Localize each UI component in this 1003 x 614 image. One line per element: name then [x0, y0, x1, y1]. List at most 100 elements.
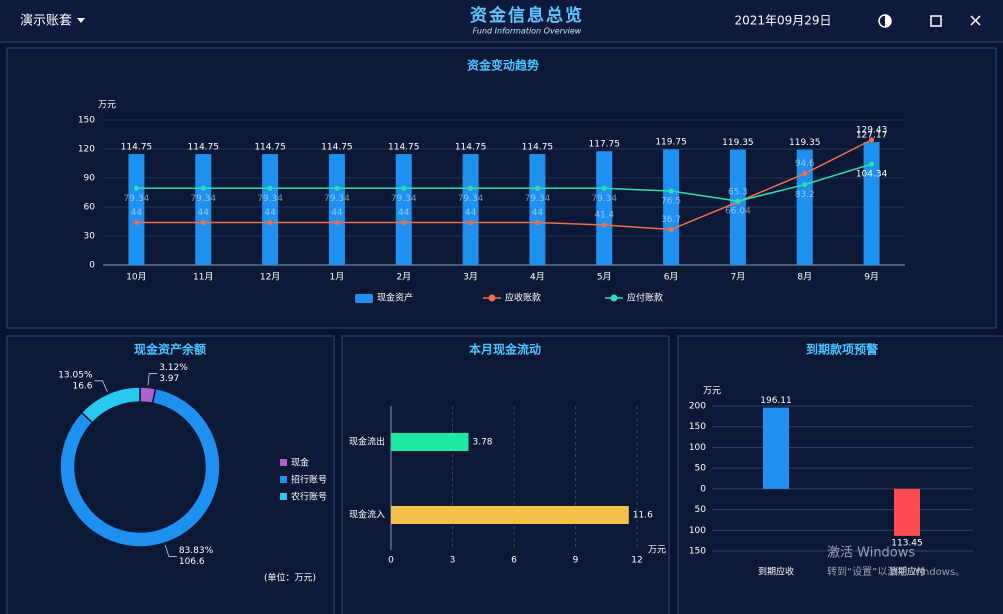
x-axis-label: 万元	[648, 546, 666, 556]
line-point	[869, 137, 875, 143]
y-tick-label: 100	[689, 443, 706, 453]
y-tick-label: 150	[689, 547, 706, 557]
y-tick-label: 100	[689, 526, 706, 536]
line-point	[668, 227, 674, 233]
unit-note: (单位：万元)	[264, 572, 316, 584]
x-tick-label: 2月	[396, 272, 411, 283]
line	[136, 163, 872, 202]
legend-label: 招行账号	[291, 474, 327, 486]
bar	[391, 506, 629, 524]
bar-value-label: 114.75	[388, 143, 420, 153]
value-label: 106.6	[179, 557, 205, 567]
bar-value-label: 114.75	[321, 143, 353, 153]
point-value-label: 79.34	[324, 194, 350, 204]
bar	[596, 151, 613, 265]
x-tick-label: 1月	[330, 272, 345, 283]
page-subtitle: Fund Information Overview	[473, 27, 582, 36]
bar	[391, 433, 469, 451]
line-point	[534, 219, 540, 225]
point-value-label: 129.43	[856, 125, 888, 135]
line-point	[200, 185, 206, 191]
point-value-label: 65.3	[728, 187, 748, 197]
x-tick-label: 到期应付	[889, 566, 925, 578]
x-tick-label: 9	[573, 556, 579, 566]
leader-line	[147, 373, 158, 386]
legend-label: 农行账号	[291, 491, 327, 503]
percent-label: 13.05%	[58, 370, 93, 380]
legend-swatch	[280, 476, 287, 483]
y-tick-label: 现金流出	[349, 436, 385, 448]
point-value-label: 44	[398, 208, 410, 218]
point-value-label: 44	[131, 208, 143, 218]
bar-value-label: 3.78	[472, 438, 492, 448]
x-tick-label: 5月	[597, 272, 612, 283]
bar-value-label: 114.75	[455, 143, 487, 153]
bar-value-label: 119.35	[789, 138, 821, 148]
legend-label: 应收账款	[505, 292, 541, 304]
point-value-label: 36.7	[661, 215, 681, 225]
x-tick-label: 9月	[864, 272, 879, 283]
bar	[663, 149, 680, 265]
x-tick-label: 10月	[126, 272, 146, 283]
point-value-label: 79.34	[525, 194, 551, 204]
bar	[195, 154, 212, 265]
x-tick-label: 4月	[530, 272, 545, 283]
dropdown-arrow[interactable]	[77, 18, 85, 23]
x-tick-label: 12	[631, 556, 642, 566]
bar-value-label: 119.35	[722, 138, 754, 148]
point-value-label: 66.04	[725, 207, 751, 217]
bar	[729, 149, 746, 265]
panel-warning	[677, 335, 1003, 614]
y-tick-label: 50	[695, 464, 707, 474]
x-tick-label: 7月	[731, 272, 746, 283]
line-point	[601, 185, 607, 191]
y-tick-label: 现金流入	[349, 509, 385, 521]
bar	[796, 149, 813, 265]
chart-title: 本月现金流动	[469, 342, 541, 357]
account-select[interactable]: 演示账套	[20, 13, 72, 29]
panel-flow	[341, 335, 670, 614]
bar	[262, 154, 279, 265]
y-tick-label: 30	[84, 232, 96, 242]
y-axis-label: 万元	[98, 101, 116, 111]
chart-title: 资金变动趋势	[467, 58, 539, 73]
line-point	[468, 219, 474, 225]
point-value-label: 83.2	[795, 190, 815, 200]
bar-value-label: 196.11	[760, 396, 792, 406]
header-bar	[0, 0, 1003, 42]
y-tick-label: 60	[84, 203, 96, 213]
x-tick-label: 3月	[463, 272, 478, 283]
x-tick-label: 6	[511, 556, 517, 566]
close-button[interactable]	[970, 15, 981, 26]
line-point	[668, 188, 674, 194]
legend-dot	[610, 294, 618, 302]
watermark-line2: 转到“设置”以激活 Windows。	[827, 565, 965, 578]
x-tick-label: 到期应收	[758, 566, 794, 578]
fullscreen-button[interactable]	[930, 15, 942, 27]
chart-title: 现金资产余额	[134, 342, 206, 357]
y-tick-label: 150	[78, 116, 95, 126]
point-value-label: 79.34	[257, 194, 283, 204]
legend-swatch	[355, 294, 373, 303]
point-value-label: 79.34	[124, 194, 150, 204]
bar-value-label: 113.45	[891, 538, 923, 548]
bar-value-label: 114.75	[254, 143, 286, 153]
line-point	[735, 198, 741, 204]
bar	[328, 154, 345, 265]
point-value-label: 79.34	[458, 194, 484, 204]
legend-label: 现金资产	[377, 292, 413, 304]
legend-swatch	[280, 459, 287, 466]
bar-value-label: 114.75	[121, 143, 153, 153]
line-point	[267, 219, 273, 225]
x-tick-label: 6月	[664, 272, 679, 283]
point-value-label: 44	[532, 208, 544, 218]
bar-value-label: 119.75	[655, 138, 687, 148]
chart-title: 到期款项预警	[806, 342, 878, 357]
line-point	[133, 219, 139, 225]
bar	[529, 154, 546, 265]
leader-line	[94, 380, 108, 392]
line-point	[802, 171, 808, 177]
point-value-label: 44	[465, 208, 477, 218]
